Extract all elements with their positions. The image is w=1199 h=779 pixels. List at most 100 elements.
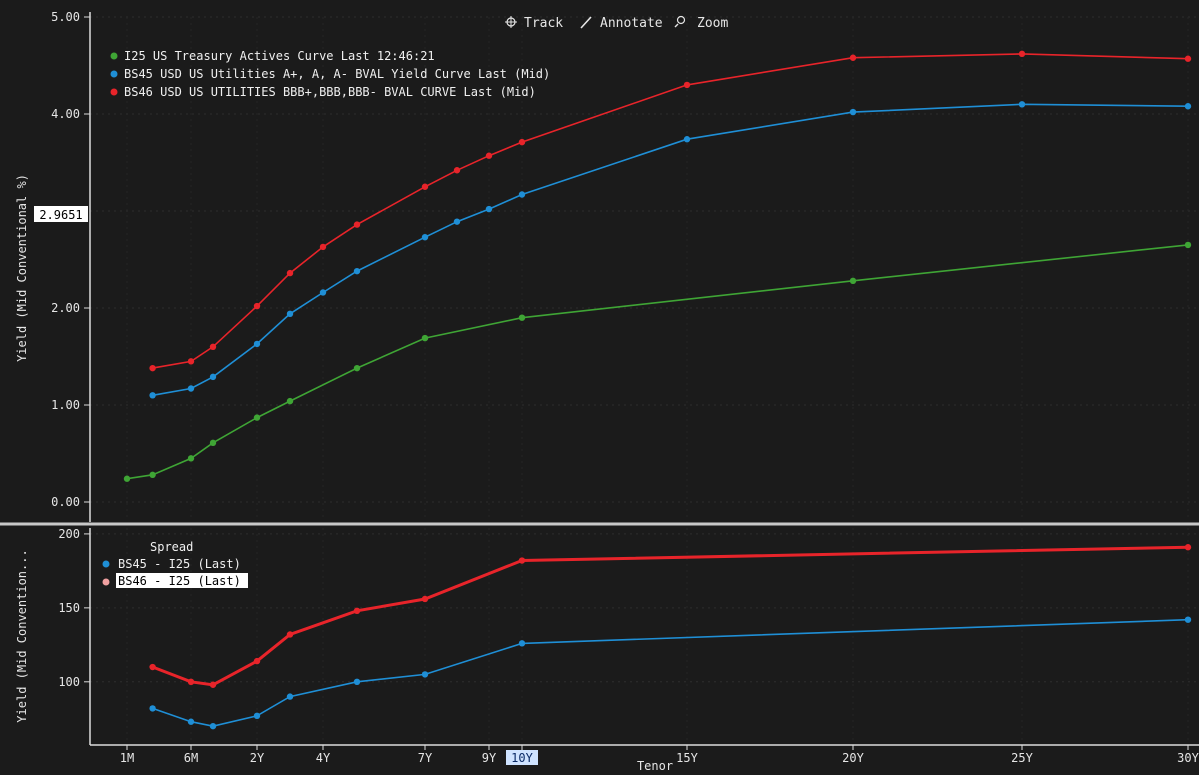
track-label: Track	[524, 16, 563, 31]
data-point[interactable]	[187, 358, 195, 365]
x-tick-label: 4Y	[316, 751, 331, 765]
legend-swatch	[110, 70, 118, 78]
zoom-button[interactable]: Zoom	[674, 15, 728, 31]
data-point[interactable]	[353, 678, 361, 686]
data-point[interactable]	[149, 705, 156, 712]
legend-item-bs46-spread[interactable]: BS46 - I25 (Last)	[102, 573, 249, 588]
data-point[interactable]	[286, 269, 294, 277]
zoom-label: Zoom	[697, 16, 728, 31]
y-tick-label: 5.00	[51, 10, 80, 24]
x-tick-label: 30Y	[1177, 751, 1199, 765]
data-point[interactable]	[1184, 241, 1192, 249]
data-point[interactable]	[209, 439, 217, 447]
data-point[interactable]	[421, 595, 429, 603]
lower-panel-grid	[90, 528, 1199, 745]
legend-item-utilities-bbb[interactable]: BS46 USD US UTILITIES BBB+,BBB,BBB- BVAL…	[110, 85, 536, 99]
data-point[interactable]	[149, 663, 156, 671]
upper-panel-grid	[90, 16, 1199, 520]
x-tick-label: 15Y	[676, 751, 698, 765]
x-ticks: 1M 6M 2Y 4Y 7Y 9Y 10Y 15Y 20Y 25Y 30Y	[120, 745, 1199, 765]
data-point[interactable]	[149, 364, 156, 372]
data-point[interactable]	[849, 54, 857, 61]
x-tick-highlight	[506, 750, 538, 765]
data-point[interactable]	[1184, 55, 1192, 62]
data-point[interactable]	[421, 671, 429, 678]
x-tick-label: 10Y	[511, 751, 533, 765]
data-point[interactable]	[253, 414, 261, 421]
data-point[interactable]	[353, 364, 361, 372]
x-tick-label: 2Y	[250, 751, 265, 765]
data-point[interactable]	[253, 302, 261, 310]
lower-y-axis-label: Yield (Mid Convention...	[15, 549, 29, 722]
legend-label: BS46 USD US UTILITIES BBB+,BBB,BBB- BVAL…	[124, 85, 536, 99]
data-point[interactable]	[253, 340, 261, 348]
data-point[interactable]	[286, 631, 294, 638]
data-point[interactable]	[286, 693, 294, 700]
data-point[interactable]	[253, 712, 261, 720]
data-point[interactable]	[518, 557, 526, 564]
x-tick-label: 1M	[120, 751, 134, 765]
x-tick-label: 9Y	[482, 751, 497, 765]
data-point[interactable]	[421, 334, 429, 342]
annotate-button[interactable]: Annotate	[580, 16, 663, 31]
data-point[interactable]	[353, 221, 361, 228]
data-point[interactable]	[187, 718, 195, 725]
data-point[interactable]	[286, 397, 294, 405]
data-point[interactable]	[209, 373, 217, 381]
legend-item-utilities-a[interactable]: BS45 USD US Utilities A+, A, A- BVAL Yie…	[110, 67, 551, 81]
x-axis-label: Tenor	[637, 759, 673, 773]
data-point[interactable]	[319, 243, 327, 251]
data-point[interactable]	[518, 640, 526, 647]
data-point[interactable]	[683, 81, 691, 89]
legend-swatch	[110, 88, 118, 96]
crosshair-icon	[505, 16, 517, 28]
data-point[interactable]	[286, 310, 294, 318]
y-tick-label: 2.00	[51, 301, 80, 315]
data-point[interactable]	[485, 205, 493, 213]
data-point[interactable]	[485, 152, 493, 159]
data-point[interactable]	[1184, 616, 1192, 623]
chart-toolbar: Track Annotate Zoom	[505, 15, 728, 31]
data-point[interactable]	[1184, 544, 1192, 551]
data-point[interactable]	[453, 167, 461, 174]
data-point[interactable]	[1184, 103, 1192, 110]
data-point[interactable]	[849, 277, 857, 285]
data-point[interactable]	[149, 392, 156, 399]
data-point[interactable]	[353, 607, 361, 615]
data-point[interactable]	[518, 191, 526, 198]
legend-swatch	[102, 560, 110, 568]
data-point[interactable]	[187, 385, 195, 392]
data-point[interactable]	[421, 183, 429, 190]
data-point[interactable]	[1018, 50, 1026, 58]
legend-item-treasury[interactable]: I25 US Treasury Actives Curve Last 12:46…	[110, 49, 435, 63]
data-point[interactable]	[187, 678, 195, 686]
data-point[interactable]	[209, 681, 217, 688]
data-point[interactable]	[187, 455, 195, 462]
data-point[interactable]	[123, 475, 131, 482]
data-point[interactable]	[1018, 101, 1026, 108]
data-point[interactable]	[319, 289, 327, 296]
axes	[0, 12, 1199, 746]
data-point[interactable]	[518, 314, 526, 321]
lower-legend: Spread BS45 - I25 (Last) BS46 - I25 (Las…	[102, 540, 249, 588]
data-point[interactable]	[421, 233, 429, 241]
y-tick-label: 0.00	[51, 495, 80, 509]
legend-item-bs45-spread[interactable]: BS45 - I25 (Last)	[102, 557, 241, 571]
data-point[interactable]	[518, 138, 526, 146]
data-point[interactable]	[253, 657, 261, 665]
upper-legend: I25 US Treasury Actives Curve Last 12:46…	[110, 49, 551, 99]
data-point[interactable]	[149, 471, 156, 479]
lower-y-ticks: 100 150 200	[58, 527, 90, 689]
data-point[interactable]	[453, 218, 461, 225]
data-point[interactable]	[209, 722, 217, 730]
data-point[interactable]	[849, 108, 857, 116]
data-point[interactable]	[209, 343, 217, 350]
data-point[interactable]	[683, 136, 691, 143]
track-button[interactable]: Track	[505, 16, 563, 31]
annotate-label: Annotate	[600, 16, 663, 31]
x-tick-label: 25Y	[1011, 751, 1033, 765]
y-tick-label: 100	[58, 675, 80, 689]
data-point[interactable]	[353, 267, 361, 275]
